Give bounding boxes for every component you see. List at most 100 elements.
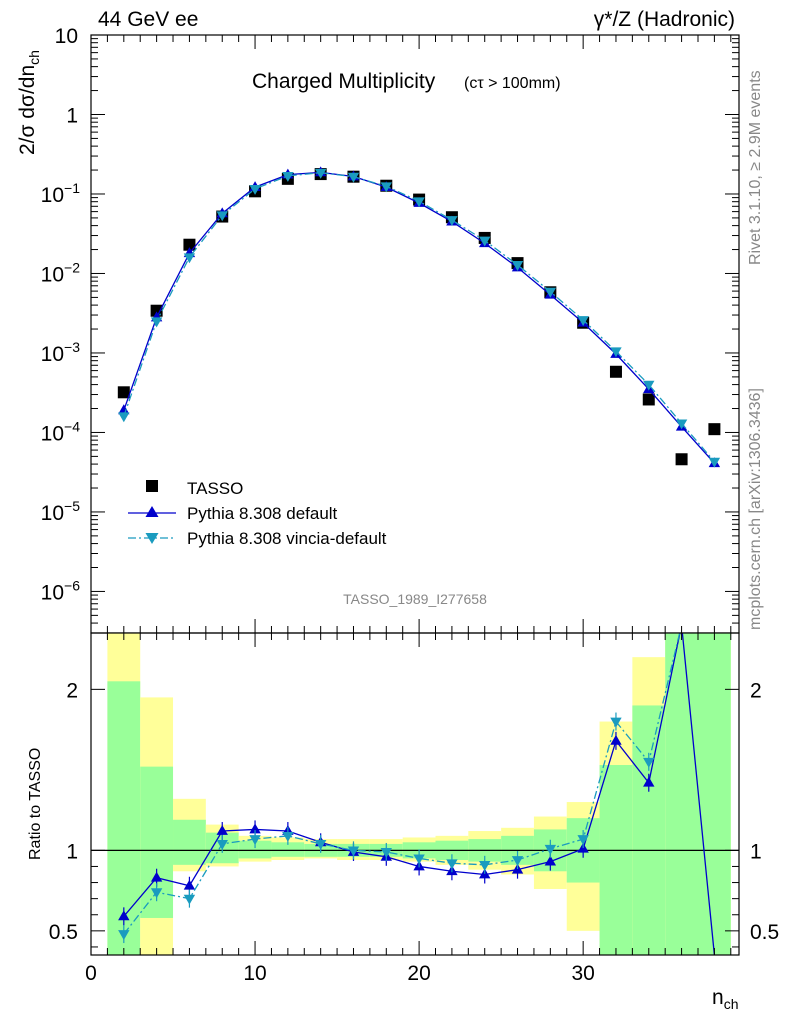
data-point-tasso [642,393,655,406]
main-plot-series [117,166,721,468]
marker-pythia-vincia [544,287,557,298]
marker-pythia-vincia [216,211,228,222]
legend-label-pythia-vincia: Pythia 8.308 vincia-default [187,529,387,548]
marker-pythia-vincia [479,236,491,247]
ratio-marker-pythia-vincia [380,848,392,858]
marker-pythia-vincia [610,347,622,358]
marker-pythia-vincia [675,419,688,430]
legend-marker-pythia-vincia [145,533,159,544]
y-tick-label: 10−1 [41,180,81,207]
ratio-marker-pythia-vincia [216,840,228,850]
ratio-marker-pythia-vincia [544,844,557,855]
ratio-y-tick-label-left: 2 [66,679,78,702]
ratio-marker-pythia-default [118,910,130,921]
x-axis-label-subscript: ch [724,996,739,1012]
main-plot-background [91,35,739,633]
y-tick-label: 1 [66,104,78,127]
data-point-tasso [117,386,130,399]
legend-label-tasso: TASSO [187,479,243,498]
main-y-axis-label: 2/σ dσ/dnch [16,50,42,155]
marker-pythia-vincia [282,171,294,182]
stat-uncertainty-band [632,705,666,955]
ratio-y-tick-label-right: 1 [750,840,762,863]
ratio-marker-pythia-default [216,825,228,835]
main-plot-panel: 10−6 10−5 10−4 10−3 10−2 10−1 1 10 Charged Mult… [16,25,740,634]
ratio-marker-pythia-vincia [479,860,491,871]
main-y-tick-labels: 10−6 10−5 10−4 10−3 10−2 10−1 1 10 [41,25,81,604]
header-right-label: γ*/Z (Hadronic) [594,8,735,31]
y-tick-label: 10−4 [41,418,81,445]
x-tick-label: 10 [243,962,266,985]
x-tick-label: 30 [571,962,594,985]
x-tick-label: 0 [85,962,97,985]
ratio-uncertainty-bands [107,633,731,955]
marker-pythia-vincia [446,216,458,227]
marker-pythia-vincia [708,457,721,468]
ratio-x-tick-labels: 0 10 20 30 [85,962,595,985]
ratio-plot-frame [90,632,740,956]
marker-pythia-vincia [183,253,196,264]
marker-pythia-vincia [118,412,130,423]
y-tick-label: 10−3 [41,339,81,366]
stat-uncertainty-band [599,765,633,955]
chart-title-suffix: (cτ > 100mm) [464,75,561,92]
chart-legend: TASSO Pythia 8.308 default Pythia 8.308 … [128,479,387,548]
ratio-marker-pythia-default [183,879,196,890]
x-tick-label: 20 [407,962,430,985]
marker-pythia-vincia [314,168,327,179]
ratio-y-tick-labels: 0.5 0.5 1 1 2 2 [49,679,779,944]
stat-uncertainty-band [238,840,272,859]
legend-marker-tasso [146,480,158,492]
marker-pythia-vincia [577,316,589,326]
y-tick-label: 10 [55,25,78,48]
ratio-marker-pythia-vincia [282,831,294,842]
ratio-marker-pythia-default [643,776,655,787]
ratio-plot-panel: 0.5 0.5 1 1 2 2 0 10 20 30 Ratio to TASSO nch [27,632,779,1012]
ratio-line-pythia-vincia [123,633,681,935]
y-tick-label: 10−2 [41,259,81,286]
ratio-marker-pythia-vincia [577,835,589,846]
ratio-marker-pythia-vincia [413,854,425,865]
ratio-marker-pythia-vincia [183,894,196,905]
y-tick-label: 10−5 [41,498,81,525]
stat-uncertainty-band [173,819,206,865]
ratio-marker-pythia-default [544,855,557,866]
data-point-tasso [675,453,688,466]
marker-pythia-vincia [511,261,524,271]
chart-title: Charged Multiplicity [252,70,436,93]
analysis-id-label: TASSO_1989_I277658 [343,591,487,607]
ratio-marker-pythia-vincia [610,717,622,728]
marker-pythia-default [118,404,130,415]
marker-pythia-vincia [643,380,655,391]
x-axis-label-text: n [712,986,724,1009]
data-point-tasso [609,365,622,378]
y-tick-label: 10−6 [41,577,81,604]
legend-label-pythia-default: Pythia 8.308 default [187,504,338,523]
stat-uncertainty-band [271,842,305,857]
data-point-tasso [708,423,721,436]
ratio-y-axis-label: Ratio to TASSO [27,748,44,860]
mcplots-reference-label: mcplots.cern.ch [arXiv:1306.3436] [747,388,764,630]
marker-pythia-vincia [380,182,392,193]
ratio-y-tick-label-left: 0.5 [49,921,78,944]
ratio-marker-pythia-default [150,871,163,882]
main-y-axis-label-subscript: ch [26,50,42,65]
ratio-marker-pythia-vincia [511,856,524,867]
data-point-tasso [183,238,196,251]
ratio-marker-pythia-default [249,823,261,834]
ratio-marker-pythia-vincia [150,888,163,899]
ratio-y-tick-label-left: 1 [66,840,78,863]
main-y-axis-label-text: 2/σ dσ/dn [16,65,39,155]
ratio-marker-pythia-vincia [249,835,261,846]
ratio-marker-pythia-vincia [347,846,360,857]
ratio-plot-series [118,633,716,955]
ratio-y-tick-label-right: 0.5 [750,921,779,944]
x-axis-label: nch [712,986,738,1012]
ratio-y-tick-label-right: 2 [750,679,762,702]
marker-pythia-vincia [150,317,163,328]
ratio-marker-pythia-vincia [643,757,655,768]
data-point-tasso [150,304,163,317]
ratio-marker-pythia-vincia [446,859,458,870]
marker-pythia-vincia [249,184,261,195]
